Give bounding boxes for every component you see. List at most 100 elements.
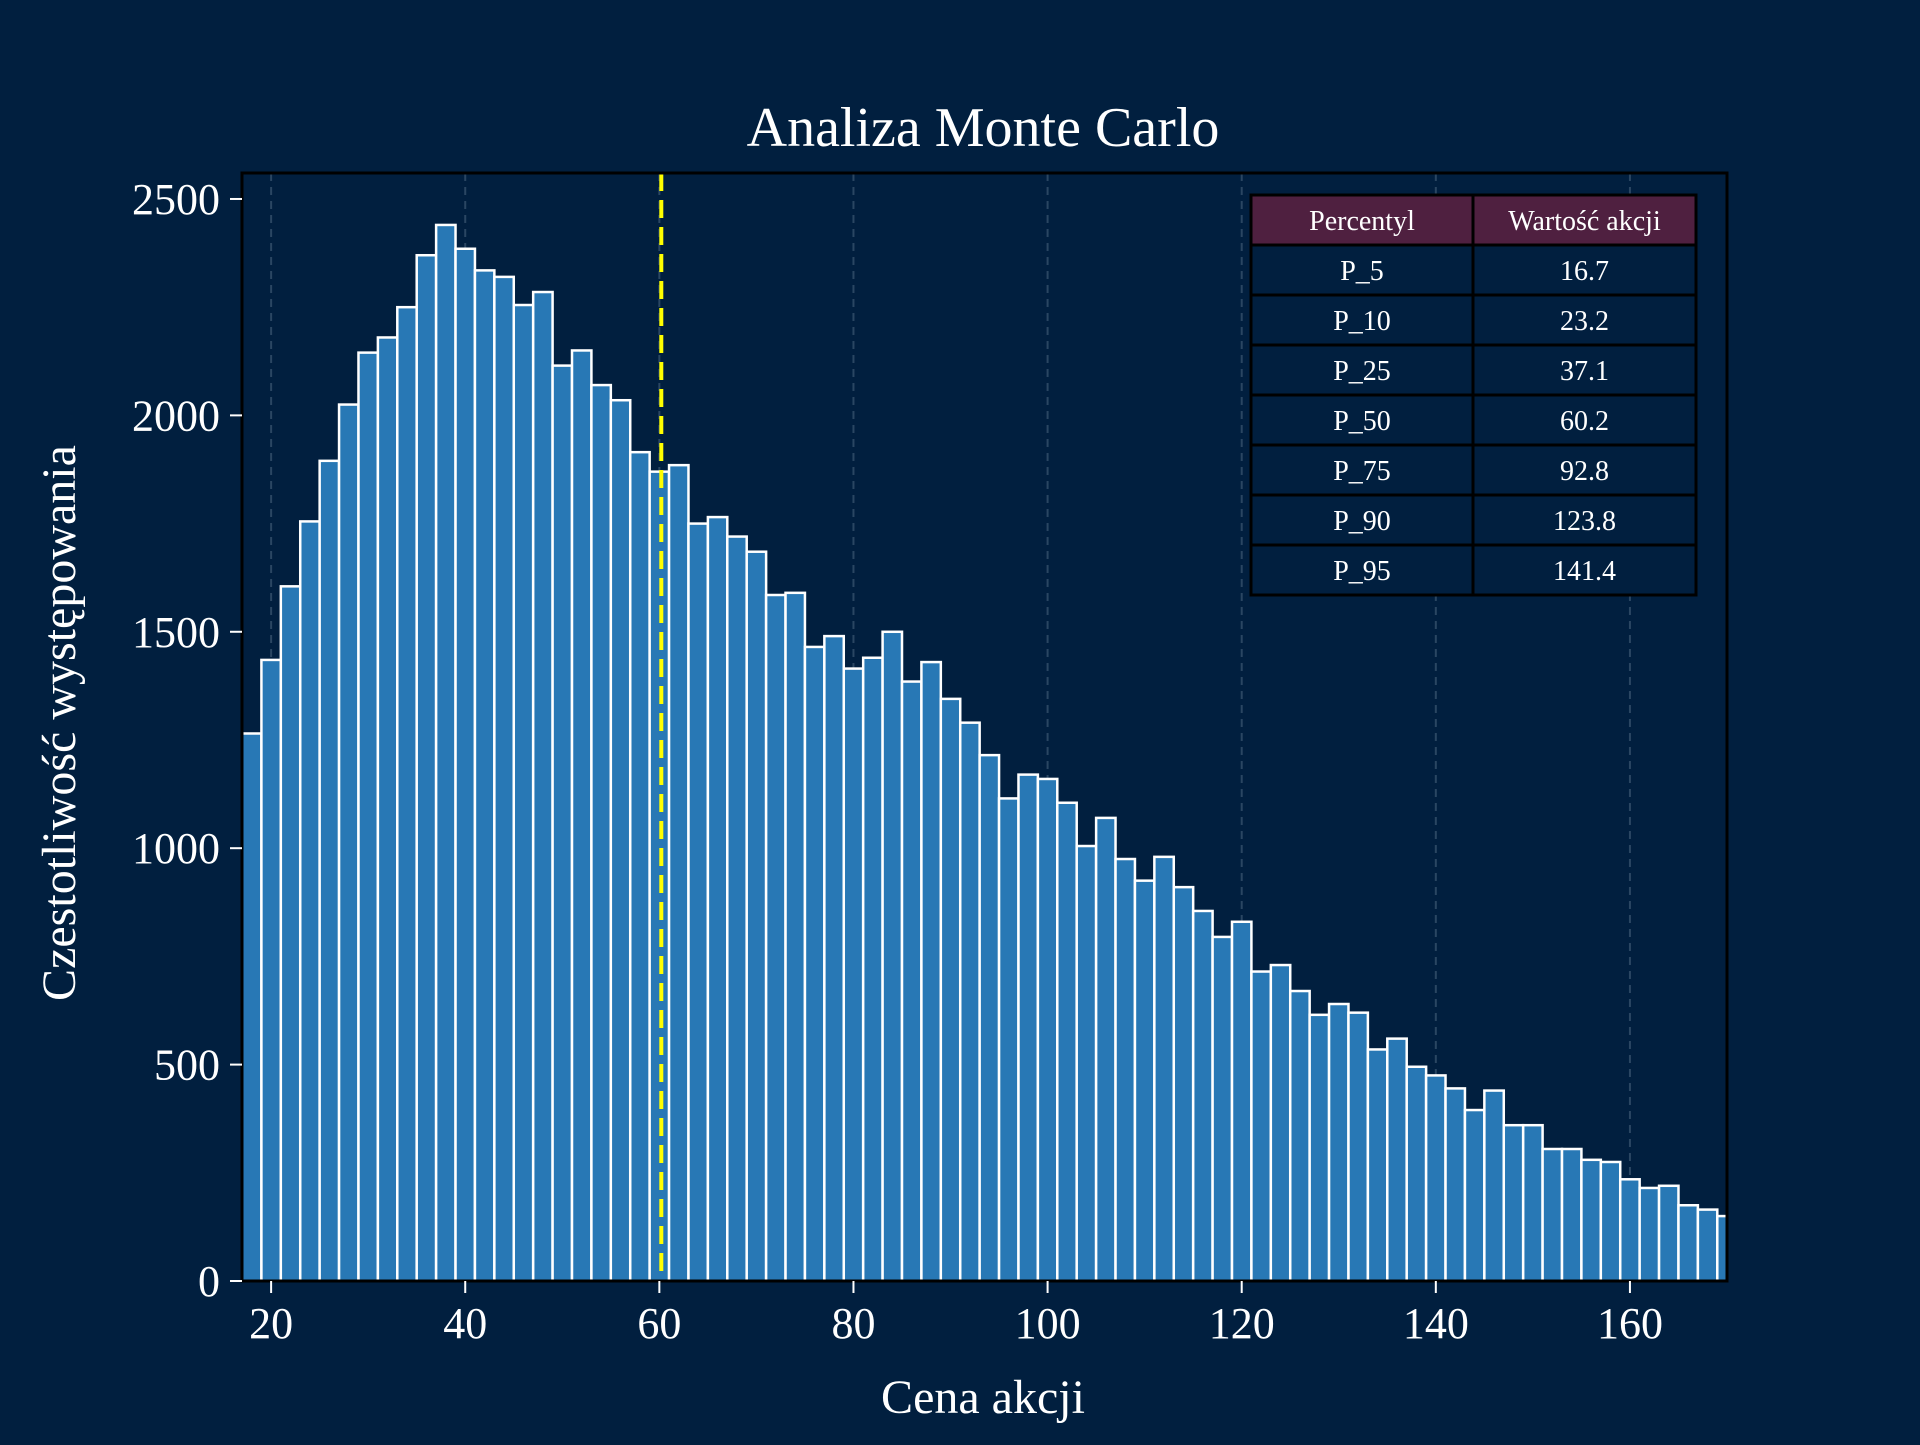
histogram-bar (1599, 1160, 1622, 1283)
table-cell (1249, 543, 1475, 597)
histogram-bar (784, 591, 807, 1283)
histogram-bar (1269, 963, 1292, 1283)
histogram-bar (900, 680, 923, 1283)
table-value: 141.4 (1553, 556, 1616, 587)
histogram-bar (1230, 920, 1253, 1283)
table-header-label: Wartość akcji (1508, 206, 1661, 237)
table-value: 37.1 (1560, 356, 1609, 387)
table-header-cell (1249, 193, 1475, 247)
table-cell (1471, 393, 1698, 447)
table-header-cell (1471, 193, 1698, 247)
histogram-bar (1172, 885, 1195, 1283)
histogram-bar (1133, 879, 1156, 1283)
histogram-bar (958, 721, 981, 1283)
histogram-bar (1405, 1065, 1428, 1283)
histogram-bar (1191, 909, 1214, 1283)
x-axis-label: Cena akcji (881, 1371, 1085, 1424)
histogram-bar (570, 349, 593, 1283)
histogram-bar (803, 645, 826, 1283)
histogram-bar (997, 797, 1020, 1283)
x-tick-label: 60 (637, 1299, 681, 1348)
histogram-bar (1056, 801, 1078, 1283)
x-tick-label: 40 (443, 1299, 487, 1348)
table-value: 60.2 (1560, 406, 1609, 437)
histogram-bar (1502, 1123, 1525, 1283)
table-percentile-label: P_25 (1333, 356, 1391, 387)
histogram-bar (531, 290, 554, 1283)
table-cell (1471, 493, 1698, 547)
y-tick-label: 2000 (132, 391, 220, 440)
histogram-bar (861, 656, 884, 1283)
x-tick-label: 120 (1209, 1299, 1275, 1348)
histogram-bar (1094, 816, 1117, 1283)
histogram-bar (842, 667, 865, 1283)
histogram-bar (1618, 1178, 1641, 1283)
histogram-bar (240, 732, 263, 1283)
y-axis-label: Czestotliwość występowania (33, 445, 86, 1001)
histogram-bar (764, 593, 787, 1283)
table-cell (1249, 493, 1475, 547)
table-cell (1471, 543, 1698, 597)
table-cell (1471, 243, 1698, 297)
histogram-bar (1308, 1013, 1331, 1283)
histogram-bar (1580, 1158, 1603, 1283)
histogram-bar (1114, 857, 1137, 1283)
histogram-bar (609, 398, 632, 1283)
histogram-bar (1444, 1087, 1467, 1283)
table-percentile-label: P_10 (1333, 306, 1391, 337)
histogram-bar (1347, 1011, 1370, 1283)
histogram-bar (434, 223, 457, 1283)
histogram-bar (1075, 844, 1098, 1283)
histogram-bar (1250, 970, 1273, 1283)
y-tick-label: 0 (198, 1257, 220, 1306)
histogram-bar (1638, 1186, 1661, 1283)
table-value: 123.8 (1553, 506, 1616, 537)
plot-frame (240, 171, 1729, 1283)
histogram-bar (706, 515, 729, 1283)
histogram-bars (240, 223, 1729, 1283)
histogram-bar (667, 463, 690, 1283)
histogram-bar (1288, 989, 1311, 1283)
x-tick-label: 20 (249, 1299, 293, 1348)
histogram-bar (1386, 1037, 1408, 1283)
histogram-bar (590, 383, 613, 1283)
x-tick-label: 160 (1597, 1299, 1663, 1348)
histogram-bar (1366, 1048, 1389, 1283)
histogram-bar (1327, 1002, 1350, 1283)
histogram-bar (1657, 1184, 1680, 1283)
histogram-bar (1560, 1147, 1583, 1283)
histogram-bar (279, 585, 302, 1283)
histogram-bar (260, 658, 283, 1283)
histogram-bar (1521, 1123, 1544, 1283)
histogram-bar (687, 522, 710, 1283)
histogram-bar (1424, 1074, 1447, 1283)
x-tick-label: 100 (1015, 1299, 1081, 1348)
table-cell (1471, 343, 1698, 397)
table-value: 23.2 (1560, 306, 1609, 337)
histogram-bar (1211, 935, 1234, 1283)
histogram-bar (978, 753, 1001, 1283)
table-percentile-label: P_90 (1333, 506, 1391, 537)
histogram-bar (726, 535, 748, 1283)
table-percentile-label: P_75 (1333, 456, 1391, 487)
histogram-bar (1036, 777, 1059, 1283)
histogram-bar (628, 450, 651, 1283)
histogram-bar (920, 660, 943, 1283)
histogram-bar (745, 550, 768, 1283)
y-tick-label: 2500 (132, 175, 220, 224)
table-cell (1249, 443, 1475, 497)
x-tick-label: 140 (1403, 1299, 1469, 1348)
chart-title: Analiza Monte Carlo (747, 97, 1220, 159)
histogram-bar (512, 303, 535, 1283)
histogram-bar (396, 305, 418, 1283)
axes: 20 40 60 80 100 120 140 160 0 500 1000 1500 2000 2500 (132, 175, 1663, 1348)
histogram-bar (337, 403, 360, 1283)
table-value: 16.7 (1560, 256, 1609, 287)
percentile-table: Percentyl Wartość akcji P_5 16.7 P_10 23.2 P_2… (1249, 193, 1698, 597)
histogram-bar (318, 459, 341, 1283)
histogram-bar (551, 364, 574, 1283)
x-tick-label: 80 (831, 1299, 875, 1348)
table-header-label: Percentyl (1309, 206, 1415, 237)
